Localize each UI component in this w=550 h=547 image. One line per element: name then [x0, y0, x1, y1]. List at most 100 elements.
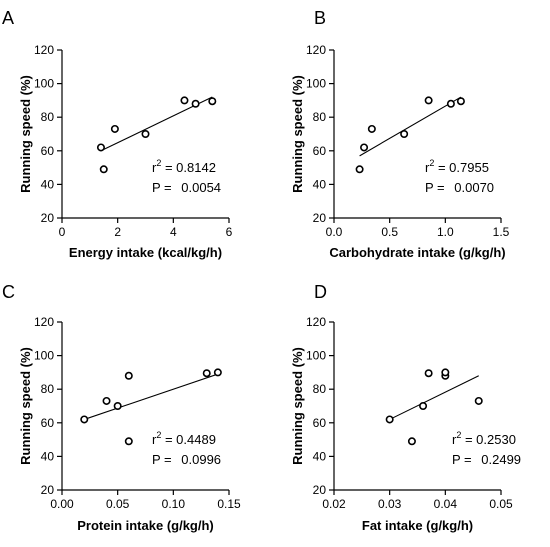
p-value-label: P = 0.0054 — [152, 180, 221, 195]
r-squared-label: r2 = 0.7955 — [425, 158, 489, 175]
x-tick-label: 1.0 — [437, 225, 454, 239]
data-point — [102, 396, 111, 405]
data-point — [355, 165, 364, 174]
data-point — [124, 371, 133, 380]
p-value: 0.0070 — [454, 180, 494, 195]
data-point — [113, 401, 122, 410]
x-tick-label: 0.10 — [162, 497, 186, 511]
superscript-2: 2 — [156, 158, 161, 168]
data-point — [180, 96, 189, 105]
data-point — [202, 369, 211, 378]
y-tick-label: 80 — [41, 110, 55, 124]
data-point — [99, 165, 108, 174]
y-tick-label: 20 — [313, 211, 327, 225]
superscript-2: 2 — [429, 158, 434, 168]
y-axis-title: Running speed (%) — [18, 347, 33, 465]
panel-c: C 20 40 60 80 100 120 0.00 0.05 0.10 0.15 Running s… — [2, 282, 241, 533]
x-tick-label: 0.0 — [326, 225, 343, 239]
r-symbol: r — [152, 432, 157, 447]
data-point — [213, 368, 222, 377]
y-tick-label: 20 — [41, 483, 55, 497]
r-squared-value: = 0.2530 — [461, 432, 516, 447]
y-tick-label: 100 — [306, 77, 326, 91]
panel-letter: C — [2, 282, 15, 302]
p-value-label: P = 0.0996 — [152, 452, 221, 467]
y-axis-title: Running speed (%) — [290, 75, 305, 193]
regression-line — [359, 96, 462, 157]
data-point — [446, 99, 455, 108]
x-axis-title: Fat intake (g/kg/h) — [362, 518, 473, 533]
x-tick-label: 0.03 — [378, 497, 402, 511]
r-squared-label: r2 = 0.2530 — [452, 430, 516, 447]
data-point — [80, 415, 89, 424]
x-tick-label: 0.05 — [106, 497, 130, 511]
y-tick-label: 120 — [34, 43, 54, 57]
y-tick-label: 60 — [41, 144, 55, 158]
panel-b: B 20 40 60 80 100 120 0.0 0.5 1.0 1.5 Running speed… — [290, 8, 510, 260]
y-tick-label: 120 — [34, 315, 54, 329]
panel-a: A 20 40 60 80 100 120 0 2 4 6 Running speed (%) Ener… — [2, 8, 233, 260]
data-point — [424, 96, 433, 105]
data-point — [96, 143, 105, 152]
y-axis-title: Running speed (%) — [290, 347, 305, 465]
p-symbol: P = — [152, 452, 175, 467]
y-tick-label: 40 — [41, 177, 55, 191]
x-tick-label: 2 — [114, 225, 121, 239]
y-tick-label: 40 — [313, 449, 327, 463]
data-point — [456, 97, 465, 106]
p-value: 0.0996 — [181, 452, 221, 467]
x-tick-label: 0.05 — [489, 497, 513, 511]
r-squared-value: = 0.8142 — [161, 160, 216, 175]
superscript-2: 2 — [156, 430, 161, 440]
data-point — [367, 124, 376, 133]
p-value: 0.2499 — [481, 452, 521, 467]
data-point — [407, 437, 416, 446]
x-tick-label: 0 — [59, 225, 66, 239]
y-tick-label: 100 — [306, 349, 326, 363]
x-tick-label: 0.15 — [217, 497, 241, 511]
data-point — [441, 368, 450, 377]
p-value-label: P = 0.0070 — [425, 180, 494, 195]
data-point — [141, 130, 150, 139]
data-point — [424, 369, 433, 378]
y-tick-label: 20 — [41, 211, 55, 225]
data-point — [385, 415, 394, 424]
data-point — [208, 97, 217, 106]
panel-d: D 20 40 60 80 100 120 0.02 0.03 0.04 0.05 Running s… — [290, 282, 521, 533]
data-point — [474, 396, 483, 405]
r-symbol: r — [425, 160, 430, 175]
panel-letter: B — [314, 8, 326, 28]
y-tick-label: 80 — [313, 382, 327, 396]
panel-letter: D — [314, 282, 327, 302]
y-tick-label: 60 — [313, 144, 327, 158]
data-point — [110, 124, 119, 133]
data-point — [400, 130, 409, 139]
r-symbol: r — [452, 432, 457, 447]
r-symbol: r — [152, 160, 157, 175]
y-axis-title: Running speed (%) — [18, 75, 33, 193]
y-tick-label: 60 — [41, 416, 55, 430]
y-tick-label: 40 — [41, 449, 55, 463]
p-symbol: P = — [152, 180, 175, 195]
x-tick-label: 6 — [226, 225, 233, 239]
p-value-label: P = 0.2499 — [452, 452, 521, 467]
panel-letter: A — [2, 8, 14, 28]
y-tick-label: 100 — [34, 349, 54, 363]
data-point — [191, 99, 200, 108]
y-tick-label: 40 — [313, 177, 327, 191]
x-tick-label: 4 — [170, 225, 177, 239]
y-tick-label: 100 — [34, 77, 54, 91]
r-squared-label: r2 = 0.4489 — [152, 430, 216, 447]
data-point — [124, 437, 133, 446]
r-squared-label: r2 = 0.8142 — [152, 158, 216, 175]
x-axis-title: Carbohydrate intake (g/kg/h) — [329, 245, 505, 260]
y-tick-label: 60 — [313, 416, 327, 430]
x-tick-label: 0.04 — [434, 497, 458, 511]
superscript-2: 2 — [456, 430, 461, 440]
r-squared-value: = 0.4489 — [161, 432, 216, 447]
x-tick-label: 1.5 — [493, 225, 510, 239]
x-tick-label: 0.02 — [322, 497, 346, 511]
p-value: 0.0054 — [181, 180, 221, 195]
y-tick-label: 80 — [313, 110, 327, 124]
